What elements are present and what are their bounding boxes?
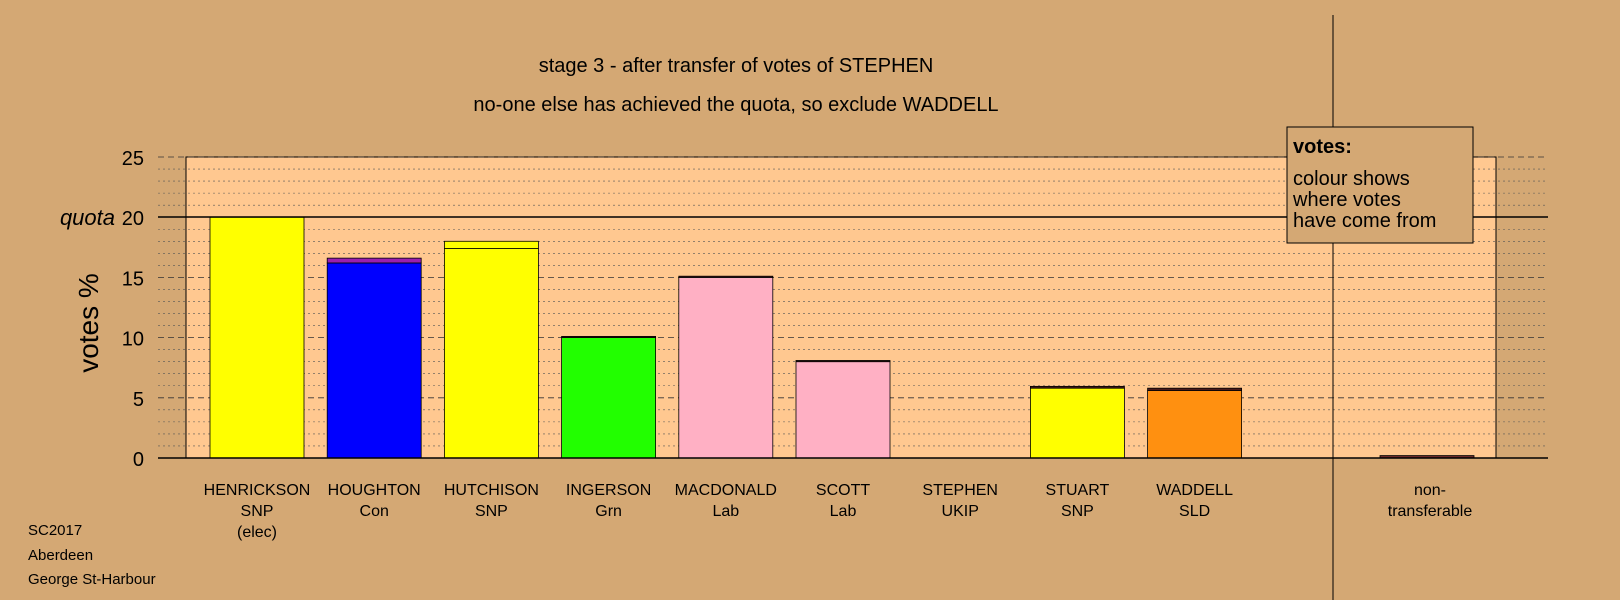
legend-frame [1286, 126, 1474, 244]
bar-segment [326, 262, 422, 459]
candidate-name-label: SCOTT [816, 482, 870, 499]
nontransferable-label-2: transferable [1388, 503, 1473, 520]
quota-label: quota [60, 205, 115, 230]
candidate-party-label: Con [360, 503, 389, 520]
bar-segment [678, 276, 774, 459]
candidate-party-label: Lab [712, 503, 739, 520]
y-tick-label: 25 [122, 148, 144, 170]
bar-segment [678, 275, 774, 278]
candidate-name-label: INGERSON [566, 482, 651, 499]
y-tick-label: 0 [133, 449, 144, 471]
candidate-party-label: SNP [475, 503, 508, 520]
bar-segment [1030, 385, 1125, 389]
bar-segment [1147, 390, 1242, 459]
y-tick-labels: 0 5 10 15 20 25 [122, 148, 144, 471]
legend-line-2: where votes [1292, 189, 1401, 211]
y-tick-label: 5 [133, 389, 144, 411]
legend-line-3: have come from [1293, 210, 1436, 232]
bar-segment [443, 248, 539, 459]
candidate-name-label: HENRICKSON [204, 482, 311, 499]
candidate-party-label: Lab [830, 503, 857, 520]
y-tick-label: 15 [122, 268, 144, 290]
bar-segment [209, 216, 305, 459]
y-tick-label: 10 [122, 329, 144, 351]
candidate-party-label: SNP [1061, 503, 1094, 520]
candidate-name-label: WADDELL [1156, 482, 1233, 499]
candidate-party-label: SLD [1179, 503, 1210, 520]
y-axis-label: votes % [73, 273, 104, 373]
candidate-party-label: Grn [595, 503, 622, 520]
candidate-party-label: SNP [241, 503, 274, 520]
legend-line-1: colour shows [1293, 168, 1410, 190]
bar-segment [795, 361, 891, 459]
candidate-name-label: STEPHEN [922, 482, 998, 499]
x-tick-labels: HENRICKSON SNP (elec) HOUGHTON Con HUTCHISON S… [204, 482, 1473, 541]
bar-segment [443, 240, 539, 249]
candidate-party-label: UKIP [942, 503, 979, 520]
bars [209, 216, 1475, 459]
chart-title: stage 3 - after transfer of votes of STE… [539, 55, 934, 77]
bar-segment [795, 360, 891, 363]
bar-segment [1030, 387, 1125, 459]
legend-box: votes: colour shows where votes have com… [1286, 126, 1474, 244]
candidate-name-label: STUART [1046, 482, 1110, 499]
nontransferable-label-1: non- [1414, 482, 1446, 499]
candidate-status-label: (elec) [237, 524, 277, 541]
legend-title: votes: [1293, 136, 1352, 158]
footer-election: SC2017 [28, 522, 82, 539]
candidate-name-label: HUTCHISON [444, 482, 539, 499]
chart-subtitle: no-one else has achieved the quota, so e… [473, 94, 998, 116]
candidate-name-label: HOUGHTON [328, 482, 421, 499]
footer-ward: George St-Harbour [28, 571, 156, 588]
bar-segment [326, 257, 422, 264]
bar-segment [561, 335, 656, 338]
bar-segment [561, 337, 656, 459]
y-tick-label: 20 [122, 208, 144, 230]
bar-segment [1147, 387, 1242, 391]
candidate-name-label: MACDONALD [675, 482, 777, 499]
footer-council: Aberdeen [28, 547, 93, 564]
